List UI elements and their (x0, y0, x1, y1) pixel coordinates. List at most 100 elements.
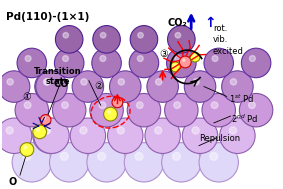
Circle shape (62, 102, 68, 108)
Circle shape (99, 102, 106, 108)
Circle shape (184, 71, 216, 102)
Circle shape (175, 33, 181, 38)
Circle shape (70, 118, 106, 153)
Circle shape (63, 33, 68, 38)
Text: ↑: ↑ (204, 16, 216, 30)
Text: vib.: vib. (213, 35, 228, 44)
Circle shape (171, 62, 180, 72)
Circle shape (230, 127, 237, 134)
Circle shape (241, 48, 271, 78)
Circle shape (110, 71, 141, 102)
Circle shape (156, 79, 162, 85)
Circle shape (183, 59, 185, 61)
Circle shape (147, 71, 178, 102)
Text: excited: excited (213, 47, 244, 56)
Circle shape (55, 26, 83, 53)
Circle shape (44, 79, 51, 85)
Circle shape (93, 26, 120, 53)
Circle shape (50, 143, 89, 182)
Circle shape (37, 128, 39, 131)
Circle shape (145, 118, 180, 153)
Circle shape (193, 55, 195, 57)
Text: ②: ② (94, 81, 102, 91)
Text: rot.: rot. (213, 24, 227, 33)
Circle shape (52, 93, 86, 127)
Circle shape (24, 102, 31, 108)
Circle shape (6, 127, 13, 134)
Circle shape (100, 56, 106, 61)
Circle shape (40, 115, 51, 125)
Circle shape (33, 125, 47, 139)
Circle shape (162, 143, 201, 182)
Circle shape (100, 33, 106, 38)
Circle shape (25, 56, 31, 61)
Circle shape (199, 143, 238, 182)
Circle shape (172, 153, 180, 160)
Circle shape (20, 143, 34, 156)
Circle shape (175, 56, 181, 61)
Circle shape (92, 48, 121, 78)
Circle shape (220, 118, 255, 153)
Circle shape (117, 127, 125, 134)
Text: 2$^{nd}$ Pd: 2$^{nd}$ Pd (231, 112, 258, 125)
Circle shape (129, 48, 159, 78)
Circle shape (34, 118, 69, 153)
Circle shape (174, 102, 181, 108)
Circle shape (72, 71, 104, 102)
Circle shape (43, 117, 45, 119)
Circle shape (115, 100, 117, 102)
Circle shape (90, 93, 123, 127)
Circle shape (204, 48, 233, 78)
Circle shape (44, 127, 51, 134)
Circle shape (138, 33, 143, 38)
Circle shape (239, 93, 273, 127)
Circle shape (182, 118, 218, 153)
Text: ③: ③ (160, 49, 168, 59)
Circle shape (80, 127, 87, 134)
Circle shape (155, 127, 162, 134)
Circle shape (81, 79, 87, 85)
Circle shape (167, 48, 196, 78)
Circle shape (87, 143, 126, 182)
Circle shape (248, 102, 255, 108)
Circle shape (192, 127, 199, 134)
Circle shape (63, 56, 68, 61)
Circle shape (43, 79, 50, 85)
Circle shape (136, 102, 143, 108)
Circle shape (124, 143, 164, 182)
Circle shape (24, 146, 27, 149)
Circle shape (15, 93, 49, 127)
Circle shape (165, 93, 198, 127)
Circle shape (17, 48, 47, 78)
Circle shape (23, 153, 31, 160)
Circle shape (108, 118, 143, 153)
Text: CO: CO (53, 79, 69, 89)
Circle shape (130, 26, 158, 53)
Text: ①: ① (22, 92, 31, 102)
Circle shape (7, 79, 13, 85)
Text: Repulsion: Repulsion (199, 134, 240, 143)
Circle shape (12, 143, 52, 182)
Circle shape (222, 71, 253, 102)
Circle shape (108, 111, 110, 113)
Circle shape (0, 71, 30, 102)
Circle shape (36, 71, 67, 102)
Circle shape (250, 56, 255, 61)
Circle shape (42, 127, 50, 134)
Circle shape (210, 153, 218, 160)
Circle shape (0, 118, 32, 153)
Text: 1$^{st}$ Pd: 1$^{st}$ Pd (229, 92, 254, 105)
Circle shape (230, 79, 237, 85)
Text: O: O (8, 177, 16, 187)
Circle shape (137, 56, 143, 61)
Circle shape (179, 56, 191, 68)
Circle shape (193, 79, 199, 85)
Text: CO₂: CO₂ (168, 18, 187, 28)
Circle shape (112, 97, 123, 108)
Circle shape (118, 79, 125, 85)
Circle shape (135, 153, 143, 160)
Circle shape (33, 118, 68, 153)
Circle shape (98, 153, 106, 160)
Text: Pd(110)-(1×1): Pd(110)-(1×1) (6, 12, 90, 22)
Circle shape (190, 52, 200, 62)
